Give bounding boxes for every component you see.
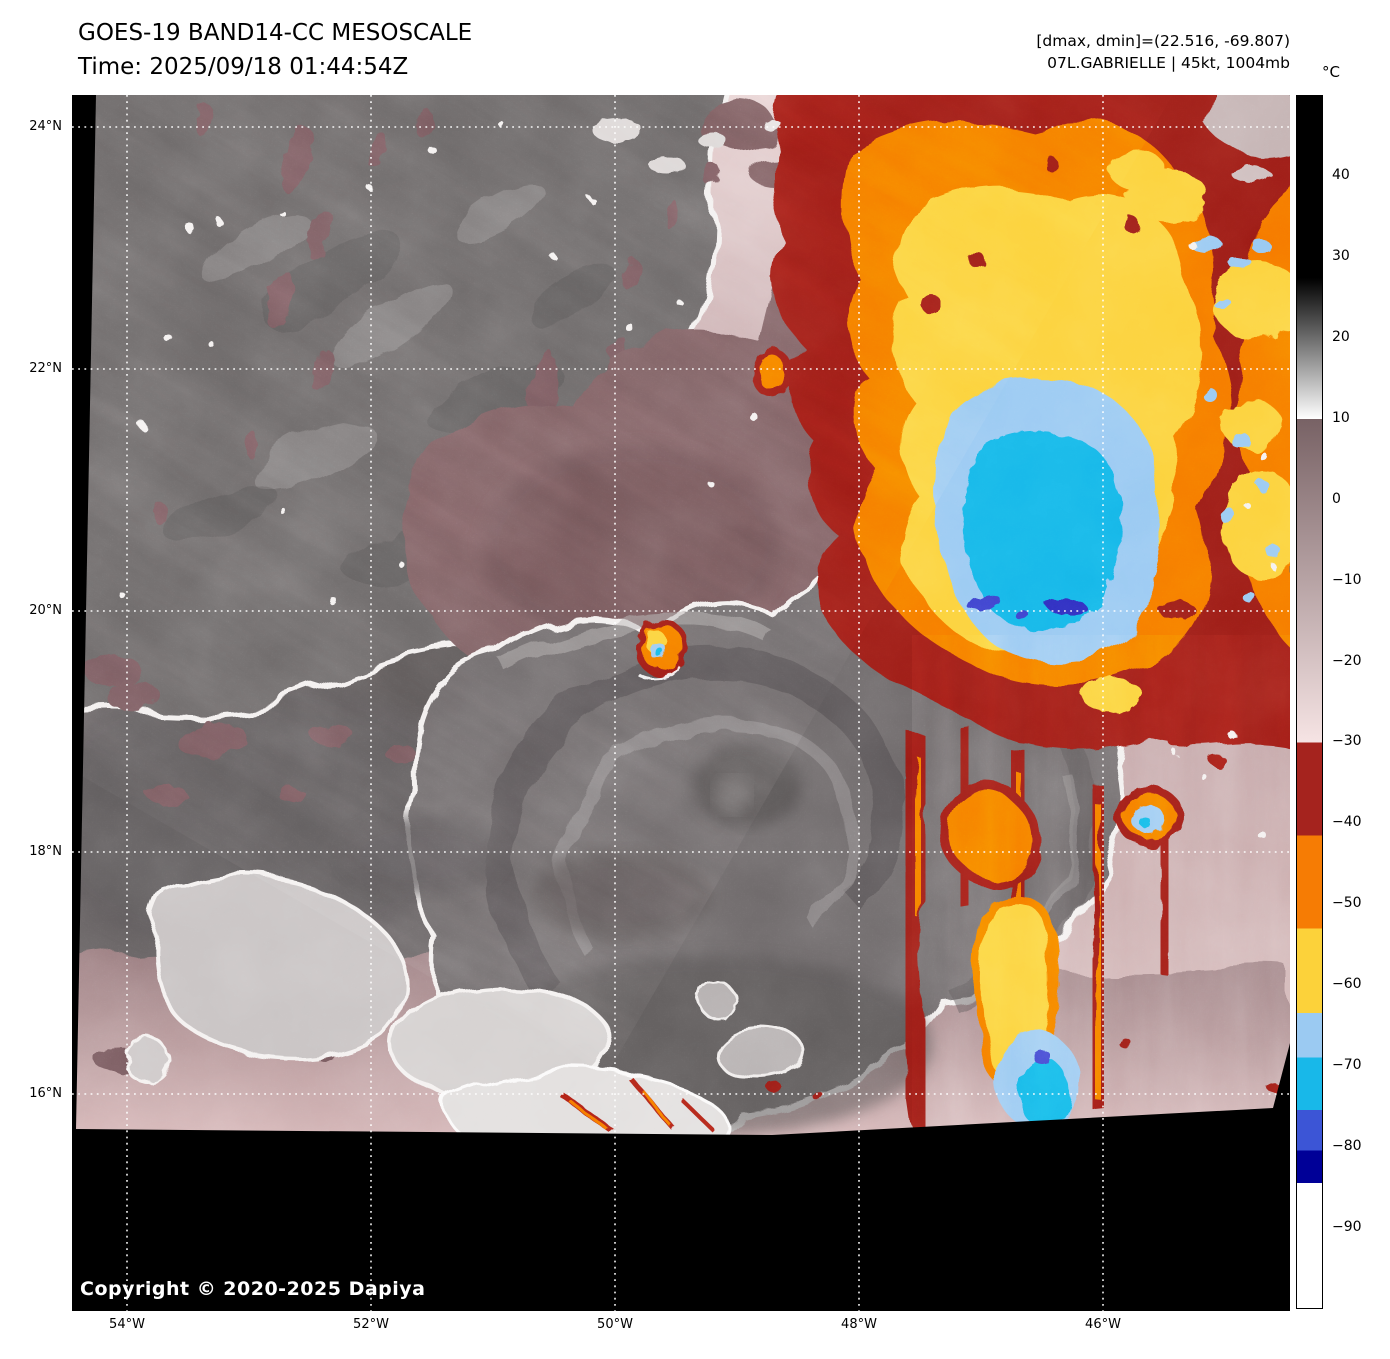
storm-identifier: 07L.GABRIELLE | 45kt, 1004mb <box>1047 54 1290 72</box>
lon-tick-label: 50°W <box>597 1317 633 1332</box>
lon-tick-label: 52°W <box>353 1317 389 1332</box>
copyright-watermark: Copyright © 2020-2025 Dapiya <box>80 1278 426 1300</box>
colorbar-tick-label: 20 <box>1332 328 1350 345</box>
colorbar-tick-label: −80 <box>1332 1138 1362 1155</box>
colorbar-tick-label: −10 <box>1332 571 1362 588</box>
lat-tick-label: 20°N <box>29 603 62 618</box>
colorbar-tick-label: 0 <box>1332 490 1341 507</box>
colorbar-tick-label: 30 <box>1332 247 1350 264</box>
colorbar-tick-label: −50 <box>1332 895 1362 912</box>
graticule-gridlines <box>72 95 1290 1311</box>
colorbar-tick-label: 40 <box>1332 166 1350 183</box>
colorbar-tick-label: 10 <box>1332 409 1350 426</box>
lat-tick-label: 16°N <box>29 1086 62 1101</box>
dmax-dmin-readout: [dmax, dmin]=(22.516, -69.807) <box>1036 32 1290 50</box>
colorbar-tick-label: −70 <box>1332 1057 1362 1074</box>
colorbar-tick-label: −30 <box>1332 733 1362 750</box>
title-block: GOES-19 BAND14-CC MESOSCALE Time: 2025/0… <box>78 16 472 84</box>
colorbar-tick-label: −40 <box>1332 814 1362 831</box>
colorbar-gradient <box>1296 95 1323 1309</box>
info-block: [dmax, dmin]=(22.516, -69.807) 07L.GABRI… <box>1036 30 1290 74</box>
colorbar-tick-label: −20 <box>1332 652 1362 669</box>
lon-tick-label: 46°W <box>1085 1317 1121 1332</box>
lat-tick-label: 22°N <box>29 361 62 376</box>
cloud-texture-overlays <box>76 95 1290 1135</box>
page-title: GOES-19 BAND14-CC MESOSCALE <box>78 20 473 46</box>
satellite-map-plot: Copyright © 2020-2025 Dapiya <box>72 95 1290 1311</box>
colorbar-tick-label: −60 <box>1332 976 1362 993</box>
colorbar-unit-label: °C <box>1322 63 1340 81</box>
lat-tick-label: 18°N <box>29 844 62 859</box>
lon-tick-label: 48°W <box>841 1317 877 1332</box>
lat-tick-label: 24°N <box>29 119 62 134</box>
timestamp: Time: 2025/09/18 01:44:54Z <box>78 54 409 80</box>
satellite-imagery <box>72 95 1290 1311</box>
lon-tick-label: 54°W <box>109 1317 145 1332</box>
colorbar-tick-label: −90 <box>1332 1219 1362 1236</box>
